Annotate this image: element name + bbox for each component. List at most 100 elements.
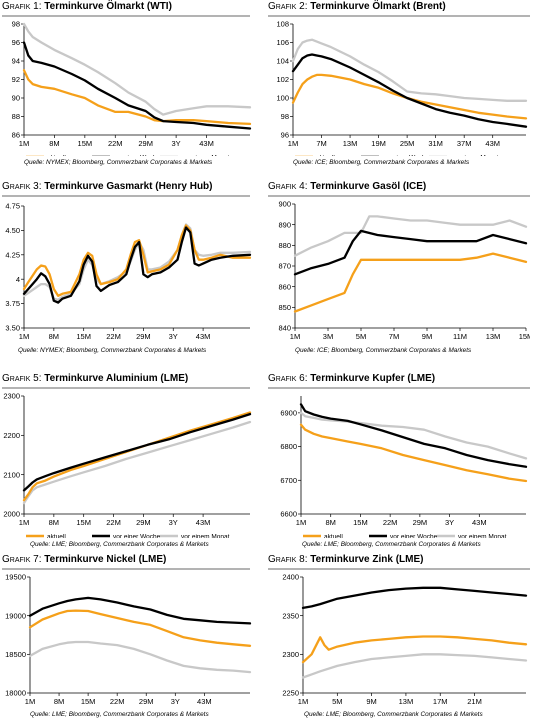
y-tick-label: 2300 bbox=[282, 650, 299, 659]
y-tick-label: 6600 bbox=[280, 510, 297, 519]
x-tick-label: 9M bbox=[366, 697, 376, 706]
series-line-0 bbox=[22, 411, 252, 502]
chart-prefix: Grafik 2: bbox=[268, 1, 308, 12]
x-tick-label: 11M bbox=[453, 332, 467, 341]
chart-title-text: Terminkurve Zink (LME) bbox=[310, 554, 424, 565]
series-line-2 bbox=[293, 215, 528, 257]
series-line-2 bbox=[299, 411, 528, 460]
legend-label-1: vor einer Woche bbox=[390, 533, 438, 538]
chart-area: 6600 6700 6800 6900 1M 8M 15M 22M 29M 3Y 43M aktuel… bbox=[268, 390, 530, 538]
x-tick-label: 43M bbox=[197, 697, 212, 706]
x-tick-label: 3Y bbox=[172, 139, 181, 148]
chart-area: 180001850019000195001M8M15M22M29M3Y43Mak… bbox=[2, 571, 254, 708]
x-tick-label: 15M bbox=[519, 332, 530, 341]
chart-prefix: Grafik 6: bbox=[268, 373, 308, 384]
legend-label-2: vor einem Monat bbox=[181, 154, 230, 156]
title-rule bbox=[268, 195, 530, 197]
x-tick-label: 15M bbox=[353, 518, 368, 527]
y-tick-label: 94 bbox=[12, 57, 20, 66]
legend-label-2: vor einem Monat bbox=[450, 154, 499, 156]
y-tick-label: 4.75 bbox=[5, 202, 20, 211]
chart-title: Grafik 7: Terminkurve Nickel (LME) bbox=[2, 553, 166, 567]
chart-prefix: Grafik 8: bbox=[268, 554, 308, 565]
x-tick-label: 3Y bbox=[171, 697, 180, 706]
y-tick-label: 2200 bbox=[3, 431, 20, 440]
x-tick-label: 43M bbox=[196, 518, 211, 527]
x-tick-label: 43M bbox=[196, 332, 211, 341]
x-tick-label: 21M bbox=[467, 697, 482, 706]
x-tick-label: 29M bbox=[413, 518, 428, 527]
x-tick-label: 5M bbox=[356, 332, 366, 341]
x-tick-label: 22M bbox=[110, 697, 125, 706]
chart-title-text: Terminkurve Ölmarkt (WTI) bbox=[44, 1, 172, 12]
chart-title: Grafik 5: Terminkurve Aluminium (LME) bbox=[2, 372, 188, 386]
x-tick-label: 1M bbox=[19, 139, 29, 148]
title-rule bbox=[2, 15, 250, 17]
x-tick-label: 3Y bbox=[445, 518, 454, 527]
series-line-1 bbox=[22, 412, 252, 492]
chart-area: 86 88 90 92 94 96 98 1M 8M 15M 22M 29M 3Y 43M aktuell v… bbox=[2, 18, 254, 156]
y-tick-label: 98 bbox=[281, 112, 289, 121]
x-tick-label: 43M bbox=[485, 139, 500, 148]
series-line-1 bbox=[22, 226, 252, 304]
chart-title: Grafik 6: Terminkurve Kupfer (LME) bbox=[268, 372, 435, 386]
y-tick-label: 860 bbox=[278, 282, 291, 291]
y-tick-label: 102 bbox=[276, 75, 289, 84]
x-tick-label: 15M bbox=[81, 697, 96, 706]
y-tick-label: 4.50 bbox=[5, 226, 20, 235]
chart-area: 96 98 100 102 104 106 108 1M 7M 13M 19M 25M 31M 37M 43… bbox=[268, 18, 530, 156]
chart-area: 840 850 860 870 880 890 900 1M 3M 5M 7M 9M 11M 13M 15M… bbox=[268, 198, 530, 344]
y-tick-label: 100 bbox=[276, 94, 289, 103]
chart-svg: 3.503.7544.254.504.751M8M15M22M29M3Y43Ma… bbox=[5, 202, 252, 341]
chart-svg: 840 850 860 870 880 890 900 1M 3M 5M 7M 9M 11M 13M 15M… bbox=[278, 200, 530, 341]
y-tick-label: 6800 bbox=[280, 442, 297, 451]
x-tick-label: 8M bbox=[49, 518, 59, 527]
legend-label-0: aktuell bbox=[47, 533, 66, 538]
chart-prefix: Grafik 5: bbox=[2, 373, 42, 384]
chart-svg: 6600 6700 6800 6900 1M 8M 15M 22M 29M 3Y 43M aktuel… bbox=[280, 396, 528, 538]
x-tick-label: 8M bbox=[49, 139, 59, 148]
y-tick-label: 108 bbox=[276, 20, 289, 29]
x-tick-label: 43M bbox=[472, 518, 487, 527]
x-tick-label: 8M bbox=[49, 332, 59, 341]
y-tick-label: 96 bbox=[12, 38, 20, 47]
x-tick-label: 22M bbox=[106, 518, 121, 527]
x-tick-label: 8M bbox=[326, 518, 336, 527]
x-tick-label: 25M bbox=[400, 139, 415, 148]
y-tick-label: 96 bbox=[281, 131, 289, 140]
series-line-2 bbox=[22, 420, 252, 505]
x-tick-label: 29M bbox=[136, 518, 151, 527]
y-tick-label: 870 bbox=[278, 262, 291, 271]
x-tick-label: 1M bbox=[25, 697, 35, 706]
y-tick-label: 6700 bbox=[280, 476, 297, 485]
series-line-2 bbox=[28, 640, 252, 674]
x-tick-label: 22M bbox=[383, 518, 398, 527]
chart-svg: 96 98 100 102 104 106 108 1M 7M 13M 19M 25M 31M 37M 43… bbox=[276, 20, 528, 156]
x-tick-label: 1M bbox=[19, 518, 29, 527]
chart-source: Quelle: LME; Bloomberg, Commerzbank Corp… bbox=[302, 541, 481, 548]
y-tick-label: 2350 bbox=[282, 611, 299, 620]
x-tick-label: 22M bbox=[108, 139, 123, 148]
y-tick-label: 3.75 bbox=[5, 299, 20, 308]
y-tick-label: 98 bbox=[12, 20, 20, 29]
chart-title-text: Terminkurve Aluminium (LME) bbox=[44, 373, 189, 384]
legend-label-1: vor einer Woche bbox=[382, 154, 430, 156]
x-tick-label: 29M bbox=[139, 697, 154, 706]
legend-label-0: aktuell bbox=[316, 154, 335, 156]
y-tick-label: 19000 bbox=[5, 611, 26, 620]
x-tick-label: 1M bbox=[298, 697, 308, 706]
x-tick-label: 13M bbox=[486, 332, 501, 341]
x-tick-label: 15M bbox=[78, 139, 93, 148]
chart-source: Quelle: NYMEX; Bloomberg, Commerzbank Co… bbox=[24, 159, 213, 166]
legend-label-1: vor einer Woche bbox=[113, 154, 161, 156]
y-tick-label: 3.50 bbox=[5, 324, 20, 333]
x-tick-label: 5M bbox=[332, 697, 342, 706]
title-rule bbox=[2, 387, 250, 389]
chart-area: 22502300235024001M5M9M13M17M21Maktuellvo… bbox=[268, 571, 530, 708]
legend-label-2: vor einem Monat bbox=[458, 533, 507, 538]
y-tick-label: 2300 bbox=[3, 392, 20, 401]
chart-title-text: Terminkurve Gasöl (ICE) bbox=[310, 181, 427, 192]
legend-label-0: aktuell bbox=[324, 533, 343, 538]
y-tick-label: 6900 bbox=[280, 408, 297, 417]
series-line-2 bbox=[291, 38, 528, 102]
